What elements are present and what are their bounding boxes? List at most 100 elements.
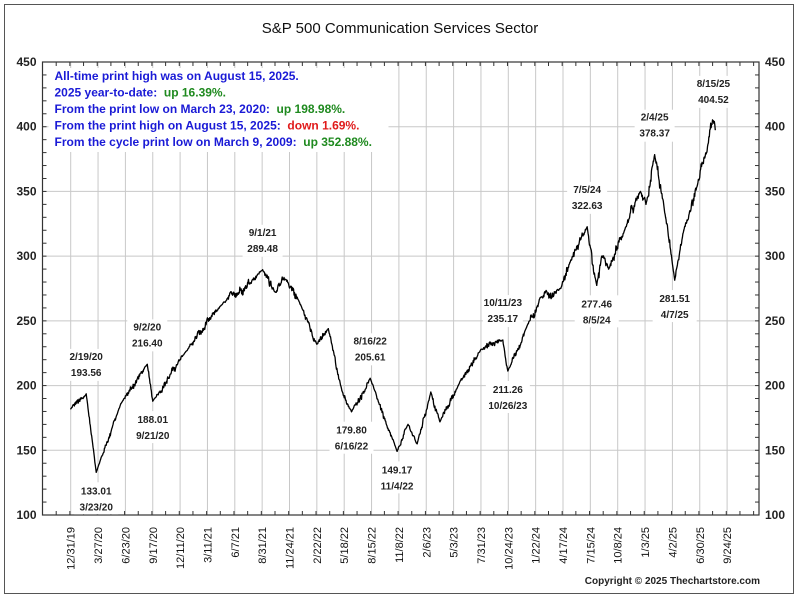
annotation-bg	[652, 290, 697, 323]
price-point	[507, 370, 509, 372]
annotation-bg	[375, 461, 420, 494]
x-tick-label: 12/11/20	[175, 527, 187, 569]
y-tick-label-left: 350	[16, 184, 36, 198]
annotation-bg	[329, 421, 374, 454]
price-point	[327, 328, 329, 330]
price-point	[525, 326, 528, 328]
x-tick-label: 7/15/24	[585, 527, 597, 564]
annotation-date: 9/21/20	[136, 431, 170, 442]
price-point	[341, 390, 343, 392]
y-tick-label-left: 450	[16, 55, 36, 69]
price-point	[95, 471, 97, 473]
annotation-date: 8/16/22	[353, 336, 387, 347]
info-line: From the cycle print low on March 9, 200…	[55, 135, 372, 149]
price-point	[85, 393, 87, 395]
annotation-bg	[485, 380, 530, 413]
x-tick-label: 10/8/24	[613, 527, 625, 564]
annotation-value: 149.17	[382, 465, 413, 476]
y-tick-label-left: 150	[16, 443, 36, 457]
price-point	[430, 391, 432, 393]
annotation-bg	[130, 411, 175, 444]
x-tick-label: 9/24/25	[722, 527, 734, 564]
annotation-date: 10/11/23	[484, 298, 523, 309]
info-box-bg	[48, 68, 389, 152]
info-line: All-time print high was on August 15, 20…	[55, 69, 299, 83]
price-point	[623, 229, 626, 231]
y-tick-label-left: 200	[16, 379, 36, 393]
x-tick-label: 10/24/23	[503, 527, 515, 570]
annotation-date: 2/4/25	[641, 113, 669, 124]
annotation-date: 4/7/25	[661, 310, 689, 321]
x-tick-label: 3/11/21	[202, 527, 214, 563]
annotation-date: 11/4/22	[381, 481, 414, 492]
price-point	[300, 304, 302, 306]
x-tick-label: 6/7/21	[230, 527, 242, 558]
y-tick-label-left: 250	[16, 314, 36, 328]
x-tick-label: 7/31/23	[476, 527, 488, 564]
y-tick-label-right: 450	[765, 55, 785, 69]
info-text: up 198.98%.	[277, 102, 346, 116]
price-point	[696, 184, 699, 186]
info-line: From the print high on August 15, 2025: …	[55, 119, 360, 133]
price-point	[705, 152, 708, 154]
annotation-value: 216.40	[132, 338, 163, 349]
price-point	[285, 278, 287, 281]
y-tick-label-right: 200	[765, 379, 785, 393]
annotation-date: 2/19/20	[70, 352, 104, 363]
annotation-bg	[350, 333, 391, 366]
price-point	[369, 377, 371, 379]
y-tick-label-right: 400	[765, 120, 785, 134]
info-line: 2025 year-to-date: up 16.39%.	[55, 86, 226, 100]
price-point	[396, 450, 398, 452]
x-tick-label: 6/30/25	[695, 527, 707, 564]
price-point	[220, 304, 222, 306]
price-point	[683, 229, 685, 231]
x-tick-label: 2/22/22	[312, 527, 324, 564]
info-text: From the print high on August 15, 2025:	[55, 119, 288, 133]
y-tick-label-right: 100	[765, 508, 785, 522]
x-tick-label: 3/27/20	[93, 527, 105, 564]
annotation-value: 179.80	[336, 426, 367, 437]
price-point	[457, 384, 459, 387]
price-point	[539, 296, 541, 299]
price-point	[70, 408, 72, 410]
annotation-date: 8/5/24	[583, 315, 611, 326]
price-point	[596, 284, 598, 286]
x-tick-label: 11/8/22	[394, 527, 406, 563]
y-tick-label-right: 250	[765, 314, 785, 328]
annotation-bg	[74, 482, 119, 515]
x-tick-label: 4/17/24	[558, 527, 570, 564]
annotation-bg	[634, 109, 675, 142]
annotation-value: 289.48	[247, 244, 278, 255]
price-point	[674, 279, 676, 281]
annotation-value: 188.01	[137, 415, 168, 426]
annotation-bg	[574, 295, 619, 328]
price-line	[70, 119, 716, 473]
info-text: down 1.69%.	[287, 119, 359, 133]
annotation-bg	[693, 75, 734, 108]
annotation-date: 9/2/20	[133, 322, 161, 333]
y-tick-label-left: 400	[16, 120, 36, 134]
plot-border	[41, 61, 760, 516]
x-tick-label: 1/3/25	[640, 527, 652, 558]
annotation-value: 133.01	[81, 486, 112, 497]
annotation-value: 322.63	[572, 201, 603, 212]
annotation-value: 404.52	[698, 95, 729, 106]
copyright-text: Copyright © 2025 Thechartstore.com	[584, 576, 760, 587]
y-tick-label-left: 300	[16, 249, 36, 263]
price-point	[439, 421, 441, 423]
x-tick-label: 5/18/22	[339, 527, 351, 564]
price-point	[120, 403, 122, 405]
price-point	[316, 343, 318, 345]
annotation-value: 378.37	[639, 129, 670, 140]
price-point	[407, 423, 409, 425]
annotation-value: 211.26	[493, 385, 523, 396]
price-point	[152, 400, 154, 402]
price-point	[569, 262, 571, 264]
price-point	[262, 269, 264, 271]
annotation-bg	[567, 181, 608, 214]
y-tick-label-right: 350	[765, 184, 785, 198]
chart-title: S&P 500 Communication Services Sector	[261, 20, 539, 37]
price-point	[184, 351, 187, 353]
